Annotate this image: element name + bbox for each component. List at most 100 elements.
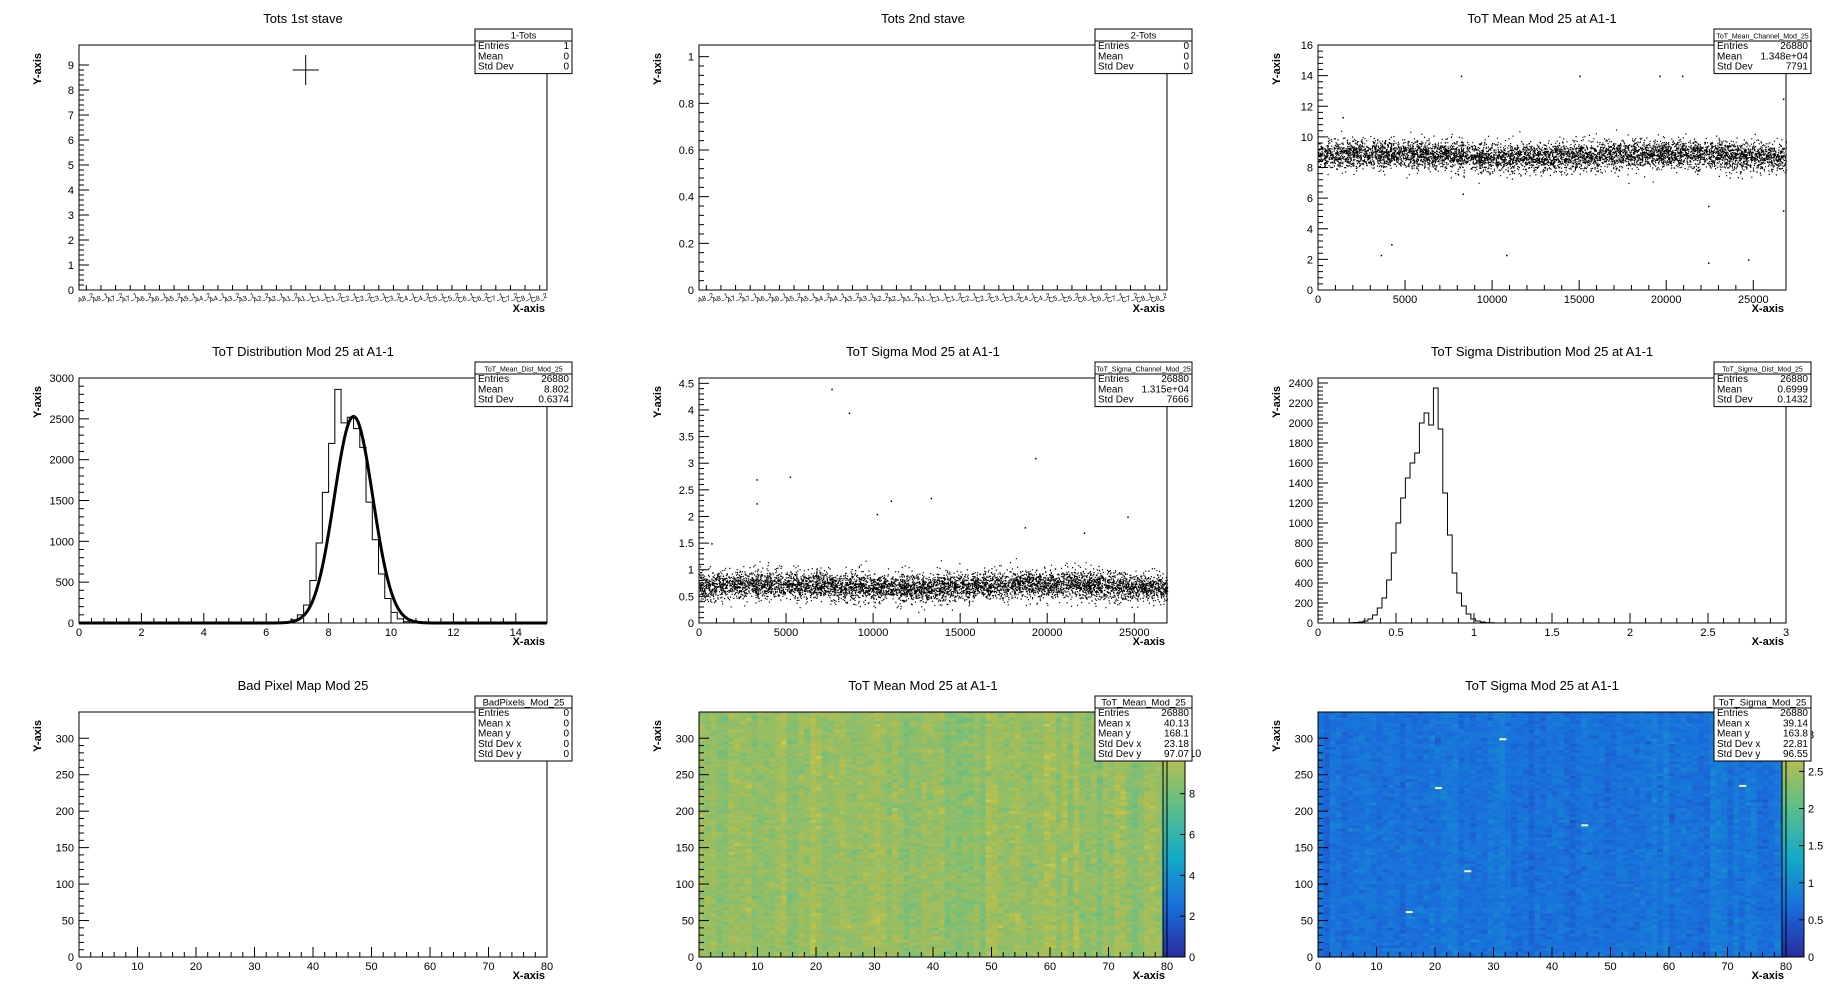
heatmap-cell [1009, 752, 1016, 757]
heatmap-cell [950, 720, 957, 725]
heatmap-cell [1155, 767, 1162, 771]
heatmap-cell [833, 782, 840, 786]
heatmap-cell [1061, 747, 1069, 751]
heatmap-cell [938, 747, 946, 751]
heatmap-cell [728, 849, 735, 853]
heatmap-cell [763, 752, 770, 757]
heatmap-cell [1067, 799, 1074, 804]
x-tick-label: 2 [138, 627, 144, 639]
heatmap-cell [962, 852, 969, 856]
heatmap-cell [985, 741, 993, 745]
heatmap-cell [816, 787, 823, 792]
heatmap-cell [845, 712, 852, 716]
heatmap-cell [1137, 764, 1145, 769]
heatmap-cell [1009, 720, 1016, 725]
heatmap-cell [944, 752, 952, 757]
heatmap-cell [1020, 805, 1028, 809]
heatmap-cell [1003, 773, 1010, 777]
heatmap-cell [745, 749, 753, 754]
heatmap-cell [874, 814, 881, 818]
stats-value: 0.6374 [538, 395, 569, 406]
heatmap-cell [921, 776, 928, 780]
heatmap-cell [921, 811, 928, 815]
heatmap-cell [845, 738, 852, 742]
heatmap-cell [979, 825, 987, 830]
heatmap-cell [816, 814, 823, 818]
heatmap-cell [786, 723, 794, 728]
heatmap-cell [962, 764, 969, 769]
heatmap-cell [804, 732, 811, 736]
heatmap-cell [1137, 808, 1145, 812]
y-tick-label: 1000 [50, 536, 74, 548]
heatmap-cell [751, 840, 759, 844]
heatmap-cell [763, 717, 770, 722]
heatmap-cell [1079, 849, 1086, 853]
heatmap-cell [973, 738, 981, 742]
heatmap-cell [1155, 852, 1162, 856]
heatmap-cell [962, 773, 969, 777]
heatmap-cell [1155, 831, 1162, 836]
heatmap-cell [798, 857, 805, 862]
heatmap-cell [757, 744, 764, 748]
heatmap-cell [763, 714, 770, 719]
heatmap-cell [956, 790, 963, 795]
heatmap-cell [763, 822, 770, 827]
heatmap-cell [886, 790, 893, 795]
heatmap-cell [780, 811, 788, 815]
heatmap-cell [985, 749, 993, 754]
heatmap-cell [956, 764, 963, 769]
heatmap-cell [804, 770, 811, 774]
heatmap-cell [769, 825, 776, 830]
heatmap-cell [856, 712, 864, 716]
heatmap-cell [1038, 758, 1045, 763]
heatmap-cell [985, 720, 993, 725]
heatmap-cell [816, 764, 823, 769]
heatmap-cell [897, 831, 905, 836]
heatmap-cell [1038, 802, 1045, 806]
heatmap-cell [804, 744, 811, 748]
heatmap-cell [751, 784, 759, 789]
heatmap-cell [1044, 761, 1051, 766]
heatmap-cell [856, 857, 864, 862]
heatmap-cell [1050, 752, 1057, 757]
heatmap-cell [950, 799, 957, 804]
heatmap-cell [839, 828, 846, 833]
heatmap-cell [927, 782, 934, 786]
heatmap-cell [1050, 723, 1057, 728]
heatmap-cell [704, 732, 712, 736]
heatmap-cell [903, 852, 911, 856]
heatmap-cell [985, 752, 993, 757]
heatmap-cell [745, 793, 753, 798]
heatmap-cell [810, 764, 817, 769]
heatmap-cell [1085, 738, 1092, 742]
heatmap-cell [1061, 723, 1069, 728]
heatmap-cell [839, 854, 846, 859]
heatmap-cell [938, 712, 946, 716]
heatmap-cell [1055, 857, 1063, 862]
heatmap-cell [1114, 852, 1121, 856]
heatmap-cell [1020, 776, 1028, 780]
heatmap-cell [786, 852, 794, 856]
heatmap-cell [1131, 834, 1139, 839]
heatmap-cell [716, 717, 723, 722]
heatmap-cell [897, 843, 905, 847]
heatmap-cell [845, 767, 852, 771]
heatmap-cell [962, 822, 969, 827]
heatmap-cell [792, 802, 800, 806]
heatmap-cell [1126, 814, 1133, 818]
heatmap-cell [1003, 767, 1010, 771]
heatmap-cell [780, 814, 788, 818]
heatmap-cell [1026, 755, 1034, 760]
heatmap-cell [944, 790, 952, 795]
heatmap-cell [1079, 808, 1086, 812]
heatmap-cell [780, 758, 788, 763]
heatmap-cell [699, 755, 706, 760]
heatmap-cell [810, 828, 817, 833]
heatmap-cell [851, 796, 858, 801]
heatmap-cell [991, 825, 998, 830]
heatmap-cell [1126, 770, 1133, 774]
heatmap-cell [699, 834, 706, 839]
heatmap-cell [856, 776, 864, 780]
heatmap-cell [968, 747, 975, 751]
heatmap-cell [1079, 755, 1086, 760]
